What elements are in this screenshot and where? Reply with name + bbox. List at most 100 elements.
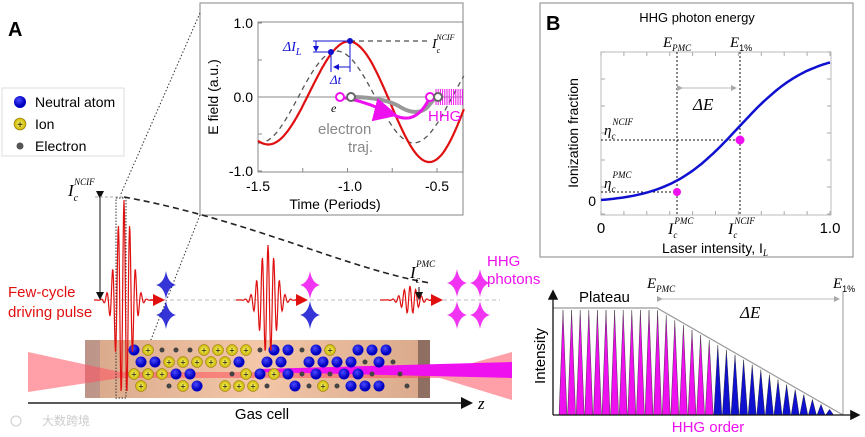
ion-icon (135, 380, 147, 392)
ion-glyph: + (17, 120, 23, 131)
harmonic-peak (747, 364, 757, 416)
neutral-atom-icon (345, 356, 357, 368)
neutral-atom-icon (254, 368, 266, 380)
ion-glyph: + (243, 346, 248, 356)
ionization-curve (600, 61, 831, 202)
main-driving-pulse (94, 199, 154, 392)
pulse-label: driving pulse (8, 304, 92, 321)
neutral-atom-icon (317, 356, 329, 368)
harmonic-peak (610, 309, 619, 416)
ion-icon (247, 380, 259, 392)
pmc-point (673, 188, 681, 196)
spectrum-envelope (553, 307, 844, 416)
ion-glyph: + (131, 370, 136, 380)
ion-glyph: + (222, 358, 227, 368)
electron-icon (404, 383, 410, 389)
legend-label: Neutral atom (35, 94, 115, 110)
plateau-label: Plateau (579, 289, 630, 306)
hhg-inset-label: HHG (428, 108, 461, 125)
driving-pulses (94, 199, 443, 392)
inset-e-field-plot: IcNCIF ΔIL Δt e electron traj. HHG 1.0 0… (199, 2, 465, 216)
ion-glyph: + (138, 382, 143, 392)
harmonic-peak (825, 408, 834, 416)
electron-icon (173, 347, 179, 353)
ionization-point (335, 92, 345, 102)
harmonic-peak (790, 389, 800, 416)
harmonic-peak (627, 309, 637, 416)
hhg-photons-label: HHG (487, 253, 520, 270)
ion-glyph: + (166, 358, 171, 368)
e-pmc-label: EPMC (646, 276, 676, 294)
mid-driving-pulse (236, 244, 300, 351)
zoom-guide-line (119, 12, 201, 197)
neutral-atom-icon (14, 96, 26, 108)
neutral-atom-icon (359, 380, 371, 392)
harmonic-peak (670, 320, 680, 416)
e-1pct-label: E1% (729, 35, 752, 53)
ion-glyph: + (180, 382, 185, 392)
ion-glyph: + (145, 370, 150, 380)
neutral-atom-icon (352, 368, 364, 380)
photon-energy-title: HHG photon energy (639, 10, 755, 25)
ic-ncif-tick-label: IcNCIF (727, 216, 755, 240)
x-tick-label: -1.5 (246, 178, 270, 194)
harmonic-peak (799, 394, 809, 416)
harmonic-peak (601, 309, 611, 416)
ion-icon (212, 344, 224, 356)
ion-glyph: + (222, 382, 227, 392)
neutral-atom-icon (233, 356, 245, 368)
x-tick-label: -1.0 (338, 178, 362, 194)
panel-b-x-axis-title: Laser intensity, IL (662, 240, 768, 258)
neutral-atom-icon (303, 356, 315, 368)
x-tick-label: 0 (597, 220, 605, 237)
harmonic-peak (765, 374, 774, 416)
ion-icon (205, 356, 217, 368)
driving-field-curve (257, 40, 465, 164)
attosecond-burst-icon (156, 301, 176, 329)
neutral-atom-icon (170, 368, 182, 380)
electron-icon (369, 371, 375, 377)
ncif-point (735, 135, 745, 145)
electron-icon (257, 347, 263, 353)
neutral-atom-icon (338, 368, 350, 380)
harmonic-peak (584, 309, 594, 416)
attosecond-burst-icon (300, 301, 320, 329)
neutral-atom-icon (331, 356, 343, 368)
ion-icon (142, 368, 154, 380)
x-tick-label: -0.5 (425, 178, 449, 194)
recombination-point (425, 92, 435, 102)
ion-glyph: + (236, 382, 241, 392)
electron-icon (362, 359, 368, 365)
harmonic-peak (575, 309, 585, 416)
pulse-label: Few-cycle (8, 284, 76, 301)
ion-glyph: + (320, 382, 325, 392)
legend: Neutral atom + Ion Electron (1, 87, 125, 157)
ion-glyph: + (194, 358, 199, 368)
ic-pmc-label: IcPMC (409, 259, 436, 286)
ion-glyph: + (243, 370, 248, 380)
neutral-atom-icon (261, 356, 273, 368)
shifted-peak-point (328, 49, 334, 55)
harmonic-peak (687, 330, 697, 416)
attosecond-burst-icon (156, 271, 176, 299)
electron-icon (327, 371, 333, 377)
electron-symbol: e (331, 101, 337, 115)
electron-traj-label: traj. (348, 139, 373, 156)
delta-t-label: Δt (329, 72, 342, 87)
harmonic-peak (808, 399, 817, 416)
x-tick-label: 1.0 (820, 220, 841, 237)
harmonic-peak (782, 384, 791, 416)
watermark: 大数跨境 (42, 413, 90, 428)
gray-electron-trajectory (349, 95, 438, 114)
y-zero-label: 0 (588, 193, 596, 209)
attosecond-burst-icon (470, 301, 490, 329)
ic-ncif-label: IcNCIF (67, 177, 95, 204)
ion-icon (324, 344, 336, 356)
panel-b-label: B (546, 13, 560, 35)
ion-glyph: + (271, 370, 276, 380)
hhg-spectrum: Plateau EPMC E1% ΔE Intensity HHG order (532, 276, 861, 436)
panel-b-y-axis-title: Ionization fraction (565, 78, 581, 188)
ion-icon (198, 344, 210, 356)
electron-icon (229, 371, 235, 377)
ion-icon (317, 380, 329, 392)
